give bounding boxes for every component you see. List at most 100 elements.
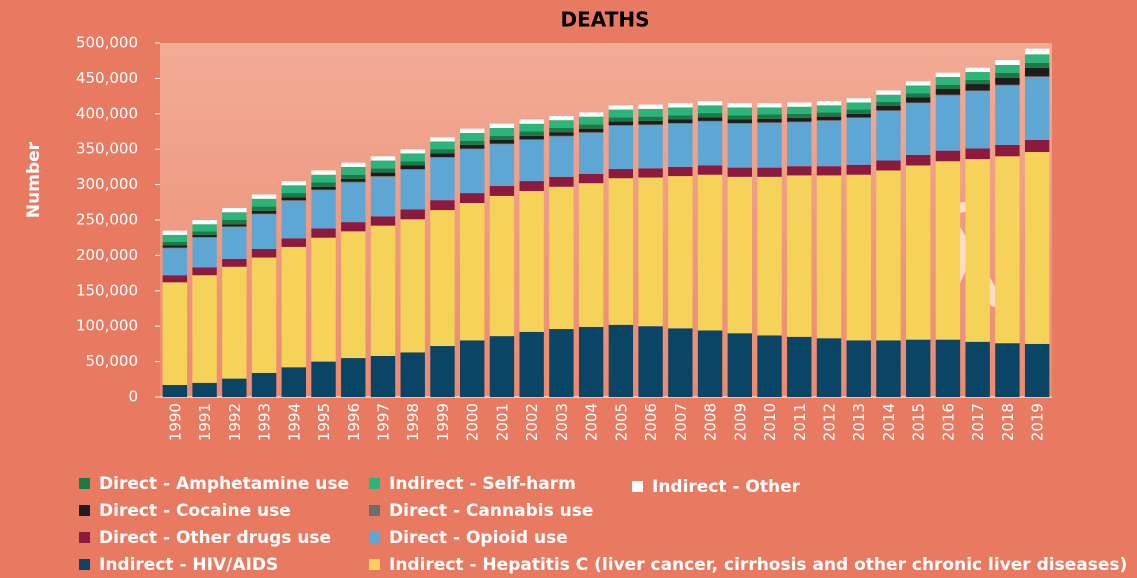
- bar-segment: [757, 167, 782, 177]
- bar-segment: [668, 123, 693, 167]
- bar-segment: [727, 167, 752, 177]
- x-tick-label: 1991: [196, 403, 214, 441]
- legend-label: Indirect - HIV/AIDS: [99, 555, 278, 575]
- bar-segment: [192, 267, 217, 276]
- bar-segment: [965, 159, 990, 342]
- bar-segment: [727, 119, 752, 124]
- bar-segment: [370, 168, 396, 173]
- bar-segment: [192, 224, 217, 232]
- bar-segment: [787, 166, 812, 176]
- bar-segment: [638, 104, 663, 109]
- bar-segment: [460, 132, 485, 141]
- bar-segment: [816, 112, 842, 117]
- bar-segment: [697, 165, 723, 175]
- bar-segment: [876, 110, 901, 161]
- bar-segment: [906, 103, 931, 155]
- legend-swatch: [369, 478, 380, 489]
- bar-segment: [757, 176, 782, 336]
- bar-segment: [341, 182, 366, 223]
- bar-segment: [1024, 67, 1050, 77]
- bar-segment: [757, 103, 782, 108]
- bar-segment: [578, 124, 604, 129]
- bar-segment: [757, 335, 782, 397]
- bar-segment: [906, 85, 931, 94]
- bar-segment: [608, 121, 634, 126]
- bar-segment: [1024, 139, 1050, 153]
- bar-segment: [697, 120, 723, 122]
- x-tick-label: 2005: [612, 403, 630, 441]
- bar-segment: [519, 331, 544, 397]
- bar-segment: [489, 144, 515, 187]
- bar-segment: [489, 195, 515, 337]
- bar-segment: [400, 219, 425, 353]
- bar-segment: [222, 212, 247, 220]
- bar-segment: [697, 330, 723, 397]
- bar-segment: [311, 186, 336, 190]
- bar-segment: [519, 139, 544, 182]
- bar-segment: [400, 165, 425, 170]
- legend-label: Direct - Cannabis use: [389, 501, 593, 521]
- bar-segment: [489, 186, 515, 196]
- bar-segment: [846, 109, 871, 114]
- bar-segment: [281, 200, 306, 239]
- bar-segment: [162, 230, 188, 235]
- bar-segment: [192, 275, 217, 383]
- bar-segment: [727, 123, 752, 124]
- x-tick-label: 1995: [315, 403, 333, 441]
- bar-segment: [816, 175, 842, 339]
- bar-segment: [608, 105, 634, 110]
- bar-segment: [757, 118, 782, 123]
- bar-segment: [341, 166, 366, 175]
- bar-segment: [341, 162, 366, 167]
- legend-swatch: [79, 559, 90, 570]
- bar-segment: [906, 339, 931, 397]
- bar-segment: [727, 123, 752, 168]
- bar-segment: [311, 174, 336, 183]
- bar-segment: [906, 81, 931, 86]
- bar-segment: [935, 76, 961, 85]
- bar-segment: [162, 245, 188, 248]
- bar-segment: [816, 116, 842, 121]
- bar-segment: [460, 340, 485, 397]
- legend-label: Indirect - Hepatitis C (liver cancer, ci…: [389, 555, 1127, 575]
- bar-segment: [727, 115, 752, 120]
- bar-segment: [906, 102, 931, 104]
- bar-segment: [162, 275, 188, 283]
- legend-swatch: [369, 532, 380, 543]
- bar-segment: [935, 339, 961, 397]
- legend-label: Indirect - Other: [652, 477, 801, 497]
- bar-segment: [222, 224, 247, 227]
- bar-segment: [281, 193, 306, 198]
- bar-segment: [935, 161, 961, 340]
- legend-label: Direct - Amphetamine use: [99, 474, 349, 494]
- bar-segment: [549, 135, 574, 137]
- bar-segment: [222, 207, 247, 213]
- bar-segment: [251, 210, 277, 214]
- bar-segment: [489, 135, 515, 140]
- legend-swatch: [79, 478, 90, 489]
- bar-segment: [787, 113, 812, 119]
- bar-segment: [430, 141, 455, 150]
- bar-segment: [995, 144, 1020, 157]
- bar-segment: [638, 326, 663, 397]
- bar-segment: [251, 372, 277, 397]
- bar-segment: [251, 206, 277, 211]
- bar-segment: [816, 120, 842, 167]
- bar-segment: [1024, 62, 1050, 68]
- bar-segment: [222, 220, 247, 225]
- x-tick-label: 2006: [642, 403, 660, 441]
- bar-segment: [489, 139, 515, 144]
- x-tick-label: 2011: [791, 403, 809, 441]
- bar-segment: [935, 94, 961, 96]
- bar-segment: [906, 97, 931, 103]
- bar-segment: [162, 248, 188, 276]
- bar-segment: [549, 115, 574, 121]
- bar-segment: [281, 185, 306, 194]
- bar-segment: [549, 136, 574, 177]
- legend-swatch: [369, 505, 380, 516]
- bar-segment: [1024, 152, 1050, 344]
- bar-segment: [341, 178, 366, 182]
- bar-segment: [787, 106, 812, 114]
- bar-segment: [460, 144, 485, 149]
